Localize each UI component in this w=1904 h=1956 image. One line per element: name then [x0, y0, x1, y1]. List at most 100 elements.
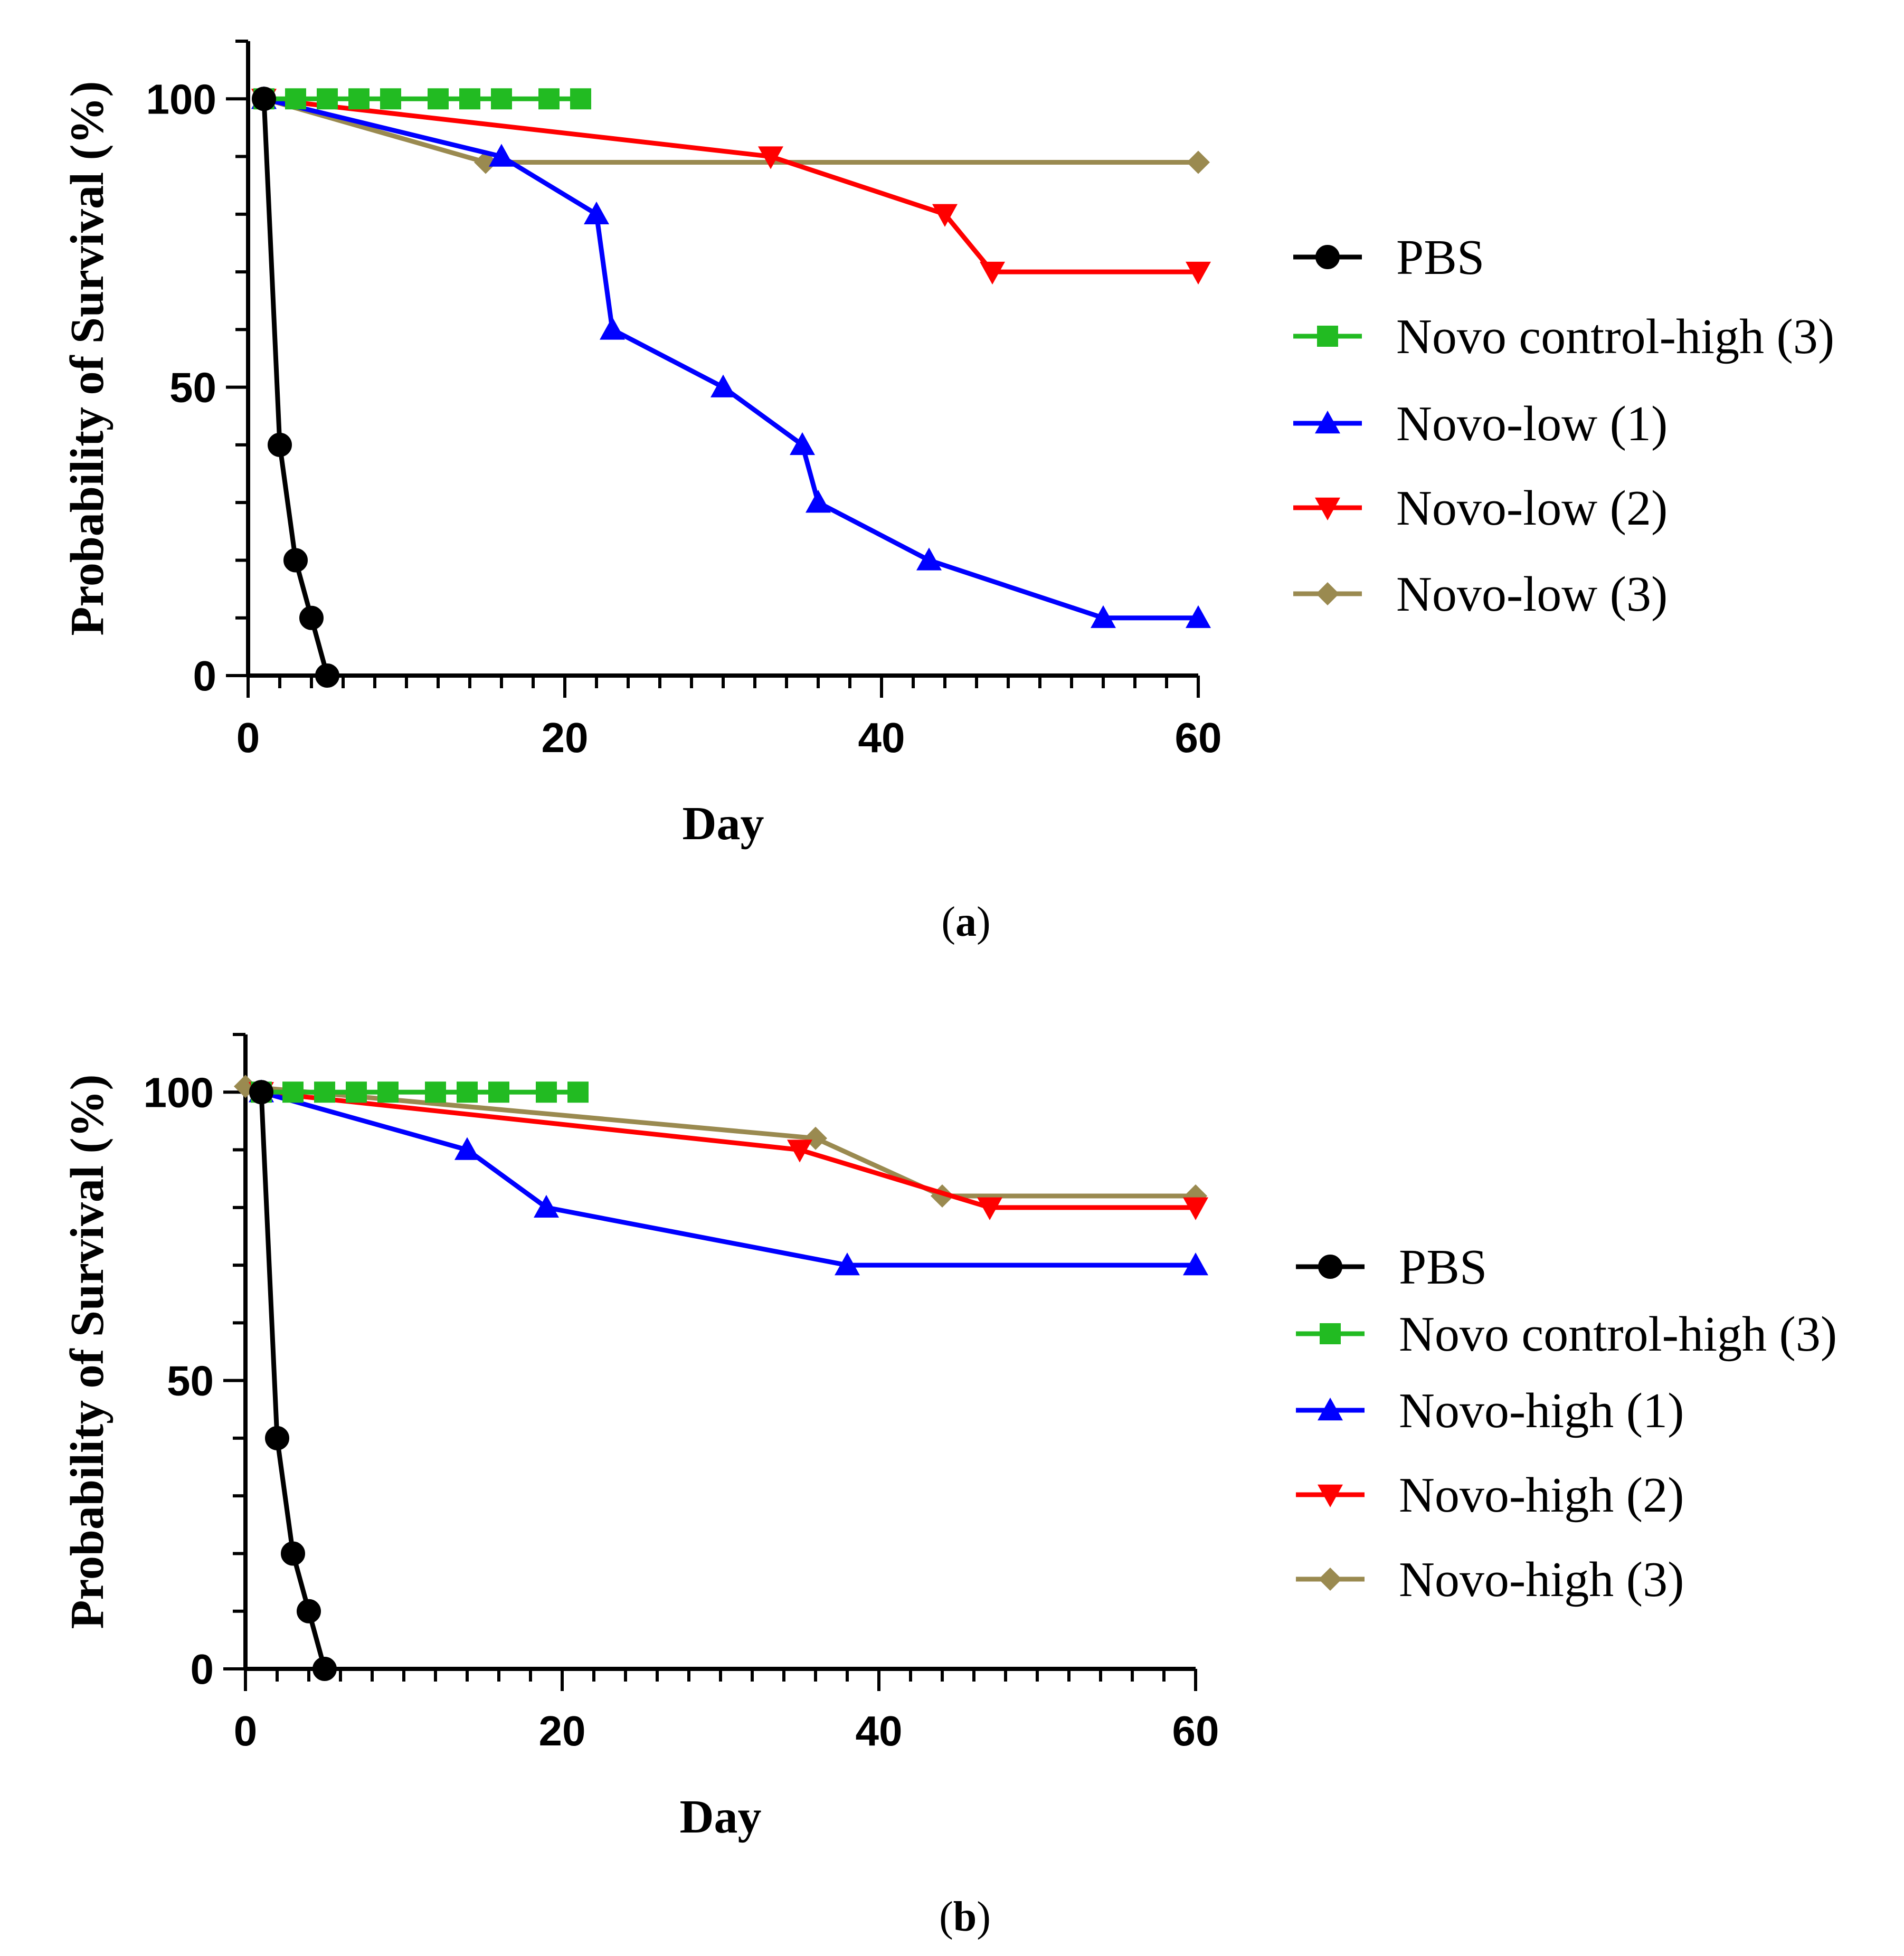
data-point — [348, 88, 370, 110]
data-point — [1187, 150, 1210, 174]
data-point — [538, 88, 560, 110]
y-tick-label: 50 — [169, 364, 216, 411]
x-tick-label: 40 — [856, 1707, 903, 1754]
legend-label: Novo-high (3) — [1399, 1552, 1684, 1607]
series-line — [261, 1089, 1196, 1210]
series-line — [263, 96, 1198, 621]
data-point — [317, 88, 338, 110]
legend-label: Novo control-high (3) — [1396, 309, 1834, 364]
x-tick-label: 40 — [858, 714, 905, 761]
x-axis-title: Day — [680, 1791, 762, 1843]
data-point — [283, 548, 308, 573]
y-axis-title: Probability of Survival (%) — [61, 81, 113, 636]
data-point — [377, 1081, 399, 1103]
legend-marker — [1318, 1255, 1342, 1279]
legend-label: Novo-high (1) — [1399, 1383, 1684, 1438]
caption-close-paren: ) — [977, 1894, 991, 1940]
y-tick-label: 100 — [144, 1069, 214, 1116]
panel-caption: (b) — [939, 1894, 991, 1940]
x-axis-title: Day — [683, 797, 764, 850]
series-novo-control-high-3 — [251, 1081, 589, 1103]
y-axis-title: Probability of Survival (%) — [61, 1075, 113, 1629]
data-point — [314, 1081, 335, 1103]
data-point — [1183, 1197, 1208, 1220]
legend-label: Novo-low (3) — [1396, 567, 1668, 622]
data-point — [252, 87, 276, 111]
legend-marker — [1316, 582, 1339, 605]
caption-close-paren: ) — [977, 899, 991, 945]
legend-label: PBS — [1396, 230, 1484, 285]
series-novo-low-2 — [251, 89, 1211, 285]
data-point — [1183, 1252, 1208, 1276]
data-point — [488, 1081, 509, 1103]
series-line — [261, 99, 330, 677]
legend-item: Novo control-high (3) — [1296, 1307, 1837, 1362]
data-point — [315, 663, 339, 688]
legend-item: Novo-high (2) — [1296, 1468, 1684, 1523]
data-point — [806, 490, 831, 513]
data-point — [567, 1081, 589, 1103]
data-point — [491, 88, 512, 110]
data-point — [1186, 605, 1211, 628]
legend-label: Novo control-high (3) — [1399, 1307, 1837, 1362]
data-point — [459, 88, 480, 110]
x-tick-label: 60 — [1172, 1707, 1219, 1754]
series-line — [263, 96, 1198, 274]
legend-label: Novo-low (1) — [1396, 396, 1668, 451]
series-novo-low-1 — [251, 86, 1211, 628]
caption-letter: a — [955, 899, 977, 945]
legend-item: Novo-high (3) — [1296, 1552, 1684, 1607]
series-line — [245, 1084, 1196, 1199]
caption-open-paren: ( — [939, 1894, 953, 1940]
legend-item: Novo-low (3) — [1293, 567, 1668, 622]
data-point — [932, 204, 958, 227]
legend-marker — [1317, 326, 1338, 347]
legend: PBS Novo control-high (3) Novo-low (1) Novo… — [1293, 230, 1834, 622]
data-point — [454, 1137, 480, 1160]
data-point — [425, 1081, 446, 1103]
data-point — [980, 261, 1005, 285]
legend-item: Novo-high (1) — [1296, 1383, 1684, 1438]
data-point — [281, 1541, 305, 1566]
panel-a-chart: 0 50 100 0 20 40 60 Day Probability of Survival … — [61, 40, 1834, 945]
data-point — [536, 1081, 557, 1103]
data-point — [584, 201, 609, 225]
x-tick-label: 20 — [542, 714, 589, 761]
data-point — [787, 1140, 812, 1163]
legend-marker — [1318, 1398, 1343, 1421]
data-point — [312, 1657, 337, 1681]
y-tick-label: 0 — [191, 1646, 214, 1693]
data-point — [346, 1081, 367, 1103]
legend-item: Novo-low (1) — [1293, 396, 1668, 451]
data-point — [489, 144, 514, 167]
data-point — [758, 146, 783, 169]
data-point — [1186, 261, 1211, 285]
series-pbs — [249, 1080, 337, 1681]
legend: PBS Novo control-high (3) Novo-high (1) Nov… — [1296, 1240, 1837, 1607]
series-line — [259, 1092, 327, 1670]
data-point — [268, 432, 292, 457]
legend-label: Novo-high (2) — [1399, 1468, 1684, 1523]
series-line — [260, 1089, 1196, 1268]
data-point — [265, 1426, 289, 1450]
data-point — [570, 88, 591, 110]
legend-marker — [1320, 1323, 1341, 1344]
data-point — [249, 1080, 273, 1105]
legend-marker — [1315, 411, 1340, 434]
data-point — [977, 1197, 1002, 1220]
legend-item: PBS — [1296, 1240, 1487, 1295]
x-tick-label: 0 — [236, 714, 260, 761]
panel-b-chart: 0 50 100 0 20 40 60 Day Probability of Survival … — [61, 1033, 1837, 1940]
data-point — [711, 374, 736, 397]
y-tick-label: 50 — [167, 1357, 214, 1404]
data-point — [380, 88, 401, 110]
data-point — [285, 88, 306, 110]
y-tick-label: 100 — [146, 75, 216, 122]
data-point — [790, 432, 815, 455]
caption-letter: b — [953, 1894, 977, 1940]
data-point — [428, 88, 449, 110]
data-point — [282, 1081, 304, 1103]
legend-marker — [1319, 1568, 1342, 1591]
legend-marker — [1315, 497, 1340, 520]
